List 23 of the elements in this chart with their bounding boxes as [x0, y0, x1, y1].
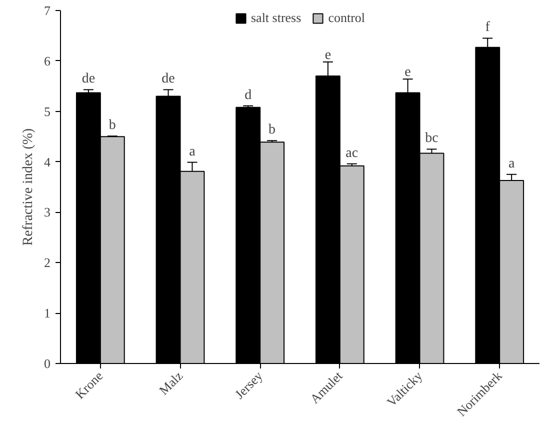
data-label: de — [82, 72, 96, 87]
y-tick-label: 4 — [44, 154, 51, 170]
data-label: d — [244, 88, 252, 103]
y-tick-label: 3 — [44, 204, 50, 220]
y-tick-label: 2 — [44, 255, 50, 270]
data-label: ac — [346, 146, 358, 161]
data-label: e — [404, 65, 411, 80]
y-tick-label: 0 — [44, 356, 50, 371]
data-label: e — [324, 48, 332, 63]
data-label: a — [508, 156, 516, 172]
data-label: b — [268, 122, 276, 138]
data-label: de — [162, 72, 175, 87]
legend-label: control — [328, 10, 366, 26]
data-label: bc — [425, 131, 438, 146]
data-label: f — [485, 20, 490, 36]
y-axis-title: Refractive index (%) — [21, 128, 36, 246]
y-tick-label: 6 — [44, 53, 51, 68]
data-label: b — [108, 118, 116, 134]
y-tick-label: 5 — [44, 104, 50, 119]
y-tick-label: 1 — [44, 306, 50, 321]
y-tick-label: 7 — [44, 3, 51, 18]
legend-label: salt stress — [250, 10, 302, 26]
data-label: a — [189, 144, 196, 160]
